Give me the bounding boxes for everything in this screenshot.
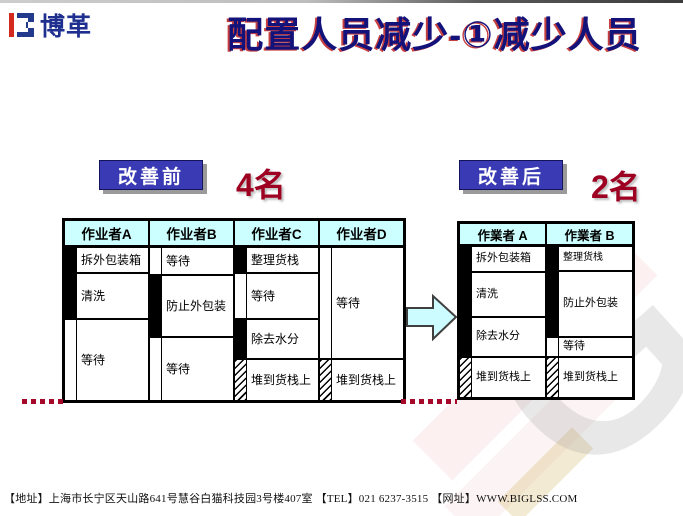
task-label: 防止外包装: [563, 297, 618, 310]
task-label: 堆到货栈上: [476, 370, 531, 383]
transfer-time-bar: [460, 358, 472, 397]
work-time-bar: [460, 318, 472, 356]
wait-time-bar: [320, 248, 332, 358]
company-logo: 博革: [8, 7, 92, 43]
transfer-time-bar: [320, 360, 332, 400]
task-label: 等待: [563, 340, 585, 353]
task-label: 等待: [166, 253, 191, 268]
task-cell: 堆到货栈上: [235, 358, 318, 400]
work-time-bar: [65, 248, 77, 272]
task-cell: 等待: [150, 336, 233, 400]
task-label: 等待: [251, 288, 276, 303]
task-label: 清洗: [81, 288, 106, 303]
wait-time-bar: [150, 338, 162, 400]
wait-time-bar: [150, 248, 162, 274]
work-time-bar: [235, 320, 247, 358]
wait-time-bar: [235, 274, 247, 318]
task-label: 清洗: [476, 287, 498, 300]
wait-time-bar: [65, 320, 77, 400]
task-cell: 除去水分: [460, 316, 545, 356]
work-time-bar: [150, 276, 162, 336]
task-label: 等待: [81, 352, 106, 367]
worker-timeline: 整理货栈 防止外包装 等待 堆到货栈上: [547, 247, 632, 397]
worker-timeline: 拆外包装箱 清洗 除去水分 堆到货栈上: [460, 247, 545, 397]
task-label: 整理货栈: [251, 252, 300, 267]
after-baseline-dots: [401, 399, 457, 404]
task-label: 整理货栈: [563, 252, 603, 264]
window-top-edge: [0, 0, 683, 3]
worker-timeline: 等待 防止外包装 等待: [150, 248, 233, 400]
worker-column-b: 作业者B 等待 防止外包装 等待: [150, 221, 235, 400]
work-time-bar: [235, 248, 247, 272]
logo-mark-icon: [9, 13, 34, 37]
transfer-time-bar: [235, 360, 247, 400]
after-work-table: 作業者 A 拆外包装箱 清洗 除去水分: [457, 221, 635, 400]
task-cell: 拆外包装箱: [460, 247, 545, 271]
worker-timeline: 等待 堆到货栈上: [320, 248, 403, 400]
task-cell: 堆到货栈上: [320, 358, 403, 400]
task-cell: 整理货栈: [547, 247, 632, 270]
task-label: 除去水分: [476, 330, 520, 343]
worker-header: 作业者B: [150, 221, 233, 248]
after-table-columns: 作業者 A 拆外包装箱 清洗 除去水分: [460, 224, 632, 397]
footer-contact-line: 【地址】上海市长宁区天山路641号慧谷白猫科技园3号楼407室 【TEL】021…: [4, 493, 578, 505]
task-label: 防止外包装: [166, 298, 227, 313]
logo-text: 博革: [40, 13, 93, 41]
transfer-time-bar: [547, 358, 559, 397]
work-time-bar: [547, 272, 559, 336]
task-cell: 清洗: [460, 271, 545, 316]
task-cell: 防止外包装: [150, 274, 233, 336]
before-badge: 改善前: [99, 160, 203, 190]
wait-time-bar: [547, 338, 559, 356]
task-cell: 等待: [320, 248, 403, 358]
task-label: 等待: [166, 361, 191, 376]
task-label: 堆到货栈上: [336, 372, 397, 387]
task-cell: 整理货栈: [235, 248, 318, 272]
worker-column-a: 作业者A 拆外包装箱 清洗 等待: [65, 221, 150, 400]
task-cell: 等待: [150, 248, 233, 274]
after-badge: 改善后: [459, 160, 563, 190]
task-cell: 防止外包装: [547, 270, 632, 336]
after-count: 2名: [591, 169, 641, 205]
before-work-table: 作业者A 拆外包装箱 清洗 等待 作: [62, 218, 406, 403]
task-cell: 拆外包装箱: [65, 248, 148, 272]
task-label: 拆外包装箱: [476, 252, 531, 265]
task-cell: 堆到货栈上: [547, 356, 632, 397]
worker-column-a: 作業者 A 拆外包装箱 清洗 除去水分: [460, 224, 547, 397]
worker-header: 作业者A: [65, 221, 148, 248]
task-label: 除去水分: [251, 331, 300, 346]
before-table-columns: 作业者A 拆外包装箱 清洗 等待 作: [65, 221, 403, 400]
work-time-bar: [460, 273, 472, 316]
task-cell: 堆到货栈上: [460, 356, 545, 397]
worker-header: 作業者 B: [547, 224, 632, 247]
task-cell: 清洗: [65, 272, 148, 318]
work-time-bar: [65, 274, 77, 318]
before-baseline-dots: [22, 399, 63, 404]
task-label: 堆到货栈上: [251, 372, 312, 387]
task-label: 等待: [336, 295, 361, 310]
worker-header: 作業者 A: [460, 224, 545, 247]
worker-timeline: 整理货栈 等待 除去水分 堆到货栈上: [235, 248, 318, 400]
right-arrow-icon: [406, 293, 458, 342]
work-time-bar: [460, 247, 472, 271]
worker-column-c: 作业者C 整理货栈 等待 除去水分: [235, 221, 320, 400]
worker-column-d: 作业者D 等待 堆到货栈上: [320, 221, 403, 400]
work-time-bar: [547, 247, 559, 270]
task-label: 拆外包装箱: [81, 252, 142, 267]
task-label: 堆到货栈上: [563, 370, 618, 383]
task-cell: 等待: [65, 318, 148, 400]
before-count: 4名: [236, 167, 286, 203]
task-cell: 除去水分: [235, 318, 318, 358]
worker-header: 作业者D: [320, 221, 403, 248]
worker-column-b: 作業者 B 整理货栈 防止外包装 等待: [547, 224, 632, 397]
worker-header: 作业者C: [235, 221, 318, 248]
task-cell: 等待: [235, 272, 318, 318]
task-cell: 等待: [547, 336, 632, 356]
page-title: 配置人员减少-①减少人员: [227, 14, 642, 55]
worker-timeline: 拆外包装箱 清洗 等待: [65, 248, 148, 400]
